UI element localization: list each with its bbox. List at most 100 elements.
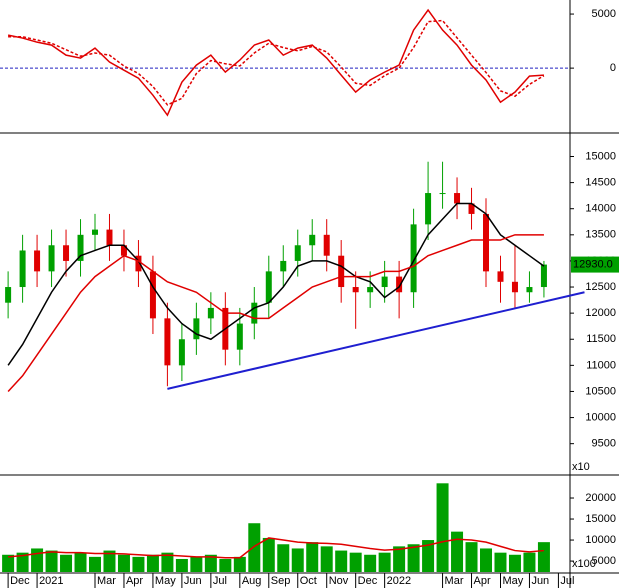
- volume-bar: [537, 542, 550, 572]
- candle-body: [251, 302, 258, 324]
- volume-bar: [132, 556, 145, 572]
- candle-body: [309, 234, 316, 246]
- candle-body: [294, 245, 301, 261]
- y-tick-label: 10000: [585, 411, 616, 423]
- y-tick-label: 5000: [592, 8, 616, 20]
- y-tick-label: 15000: [585, 513, 616, 525]
- volume-bar: [89, 556, 101, 572]
- candle-body: [439, 193, 446, 195]
- y-tick-label: 12500: [585, 281, 616, 293]
- candle-body: [497, 271, 504, 282]
- volume-bar: [349, 552, 362, 572]
- volume-bar: [146, 554, 159, 572]
- volume-bar: [74, 552, 87, 572]
- candle-body: [19, 250, 26, 288]
- candle-body: [381, 276, 388, 288]
- volume-bar: [422, 540, 435, 572]
- candle-body: [193, 318, 200, 340]
- candle-body: [135, 255, 142, 272]
- volume-bar: [335, 550, 348, 572]
- y-tick-label: 15000: [585, 150, 616, 162]
- volume-bar: [523, 552, 536, 572]
- unit-label: x100: [572, 558, 596, 570]
- volume-bar: [436, 483, 449, 572]
- volume-bar: [219, 558, 232, 572]
- y-tick-label: 13500: [585, 229, 616, 241]
- candle-body: [367, 287, 374, 293]
- volume-bar: [494, 552, 507, 572]
- y-tick-label: 9500: [592, 438, 616, 450]
- y-tick-label: 14000: [585, 203, 616, 215]
- volume-bar: [465, 542, 478, 572]
- x-tick-label: Dec: [358, 575, 378, 587]
- volume-bar: [378, 552, 391, 572]
- x-tick-label: Jul: [560, 575, 574, 587]
- trendline: [167, 291, 585, 390]
- volume-bar: [291, 548, 304, 572]
- volume-bar: [204, 554, 217, 572]
- series-line: [8, 537, 544, 559]
- last-price-box: [571, 256, 619, 273]
- x-tick-label: Apr: [474, 575, 491, 587]
- candle-body: [526, 287, 533, 293]
- x-tick-label: 2022: [387, 575, 411, 587]
- unit-label: x10: [572, 461, 590, 473]
- x-tick-label: Apr: [126, 575, 143, 587]
- volume-bar: [175, 558, 188, 572]
- volume-bar: [407, 544, 420, 572]
- volume-bar: [60, 554, 73, 572]
- volume-bar: [248, 523, 261, 572]
- series-line: [7, 234, 544, 392]
- candle-body: [63, 245, 70, 261]
- last-price-label: 12930.0: [573, 258, 613, 270]
- candle-body: [34, 250, 41, 272]
- x-tick-label: Nov: [329, 575, 349, 587]
- y-tick-label: 0: [610, 62, 616, 74]
- y-tick-label: 14500: [585, 177, 616, 189]
- x-tick-label: Sep: [271, 575, 291, 587]
- y-tick-label: 11000: [586, 359, 616, 371]
- candle-body: [323, 234, 330, 256]
- volume-bar: [508, 554, 521, 572]
- volume-bar: [117, 554, 130, 572]
- x-tick-label: Jun: [531, 575, 549, 587]
- y-tick-label: 12000: [585, 307, 616, 319]
- candle-body: [149, 271, 156, 319]
- candle-body: [352, 287, 359, 293]
- x-tick-label: Mar: [445, 575, 464, 587]
- candle-body: [410, 224, 417, 293]
- volume-bar: [16, 552, 29, 572]
- volume-bar: [45, 550, 58, 572]
- y-tick-label: 5000: [592, 555, 616, 567]
- candle-body: [207, 307, 214, 319]
- volume-bar: [161, 552, 174, 572]
- x-tick-label: Mar: [97, 575, 116, 587]
- volume-bar: [480, 548, 493, 572]
- volume-bar: [31, 548, 44, 572]
- candle-body: [106, 229, 113, 246]
- x-tick-label: Jul: [213, 575, 227, 587]
- volume-bar: [2, 554, 15, 572]
- y-tick-label: 11500: [586, 333, 616, 345]
- y-tick-label: 20000: [585, 492, 616, 504]
- candle-body: [396, 276, 403, 293]
- volume-bar: [320, 546, 333, 572]
- candle-body: [92, 229, 98, 235]
- series-line: [7, 8, 544, 117]
- candle-body: [454, 193, 461, 204]
- candle-body: [483, 213, 490, 272]
- candle-body: [120, 245, 127, 256]
- series-line: [7, 202, 545, 366]
- volume-bar: [306, 542, 319, 572]
- candle-body: [540, 264, 547, 288]
- candle-body: [178, 339, 185, 366]
- candle-body: [338, 255, 345, 288]
- volume-bar: [262, 537, 275, 572]
- candle-body: [5, 287, 12, 303]
- candle-body: [265, 271, 272, 303]
- volume-bar: [103, 550, 116, 572]
- x-tick-label: May: [502, 575, 523, 587]
- x-tick-label: Dec: [10, 575, 30, 587]
